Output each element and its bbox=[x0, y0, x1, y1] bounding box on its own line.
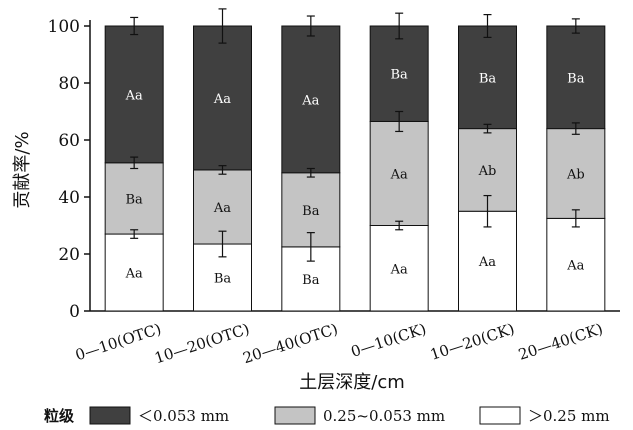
error-bar bbox=[395, 12, 404, 40]
bar-labels: Aa Ba Aa Ba Aa Aa Ba Ba Aa Aa Aa Ba Aa Ab Ba Aa Ab Ba bbox=[125, 68, 585, 288]
error-bars bbox=[130, 8, 580, 262]
x-tick-label: 20—40(CK) bbox=[516, 320, 605, 364]
bar-segment bbox=[458, 210, 517, 312]
legend-label: 0.25~0.053 mm bbox=[323, 407, 445, 425]
x-axis-title: 土层深度/cm bbox=[299, 372, 405, 393]
error-bar bbox=[483, 194, 492, 228]
bar-segment bbox=[546, 25, 606, 130]
legend-swatch bbox=[89, 406, 131, 425]
bar-significance-label: Ba bbox=[302, 204, 320, 219]
legend-swatch bbox=[479, 406, 521, 425]
error-bar bbox=[130, 16, 139, 36]
legend-item: ＞0.25 mm bbox=[479, 406, 610, 425]
bar-significance-label: Ba bbox=[126, 192, 144, 207]
legend-label: ＞0.25 mm bbox=[528, 407, 610, 425]
bar-significance-label: Aa bbox=[213, 92, 231, 107]
y-tick-label: 20 bbox=[58, 245, 80, 265]
error-bar bbox=[483, 123, 492, 134]
error-bar bbox=[306, 15, 315, 37]
error-bar bbox=[218, 230, 227, 258]
axes bbox=[84, 20, 620, 312]
error-bar bbox=[130, 156, 139, 170]
error-bar bbox=[395, 220, 404, 231]
x-tick-label: 0—10(OTC) bbox=[73, 320, 163, 365]
bar-significance-label: Aa bbox=[478, 255, 496, 270]
y-tick-label: 40 bbox=[58, 188, 80, 208]
error-bar bbox=[571, 18, 580, 34]
error-bar bbox=[306, 167, 315, 178]
legend-swatch bbox=[274, 406, 316, 425]
bar-significance-label: Ba bbox=[214, 272, 232, 287]
legend-item: 0.25~0.053 mm bbox=[274, 406, 445, 425]
bar-significance-label: Aa bbox=[390, 167, 408, 182]
legend-title: 粒级 bbox=[44, 407, 75, 425]
bar-significance-label: Aa bbox=[566, 259, 584, 274]
bar-segment bbox=[369, 120, 429, 226]
bar-significance-label: Ba bbox=[391, 68, 409, 83]
error-bar bbox=[571, 122, 580, 135]
x-tick-label: 10—20(OTC) bbox=[152, 320, 251, 368]
legend-item: ＜0.053 mm bbox=[89, 406, 229, 425]
x-tick-label: 10—20(CK) bbox=[428, 320, 517, 364]
bar-significance-label: Aa bbox=[125, 88, 143, 103]
y-axis-title: 贡献率/% bbox=[12, 131, 33, 208]
bar-segment bbox=[369, 225, 429, 312]
x-tick-label: 20—40(OTC) bbox=[241, 320, 340, 368]
bar-significance-label: Aa bbox=[390, 262, 408, 277]
legend-label: ＜0.053 mm bbox=[138, 407, 229, 425]
bar-segment bbox=[104, 162, 164, 235]
y-tick-label: 100 bbox=[48, 17, 80, 37]
bar-segment bbox=[104, 25, 164, 164]
x-tick-label: 0—10(CK) bbox=[349, 320, 429, 361]
error-bar bbox=[218, 165, 227, 175]
bar-segment bbox=[104, 233, 164, 312]
bar-significance-label: Ba bbox=[302, 273, 320, 288]
bar-significance-label: Aa bbox=[213, 201, 231, 216]
bar-significance-label: Ba bbox=[567, 71, 585, 86]
bar-segment bbox=[369, 25, 429, 122]
y-tick-label: 0 bbox=[69, 302, 80, 322]
error-bar bbox=[218, 8, 227, 44]
error-bar bbox=[306, 232, 315, 262]
bar-significance-label: Ba bbox=[479, 71, 497, 86]
error-bar bbox=[483, 13, 492, 39]
bar-significance-label: Aa bbox=[301, 93, 319, 108]
bar-segment bbox=[193, 243, 252, 312]
legend: 粒级 ＜0.053 mm 0.25~0.053 mm ＞0.25 mm bbox=[44, 406, 610, 425]
y-tick-label: 80 bbox=[58, 74, 80, 94]
bar-significance-label: Aa bbox=[125, 267, 143, 282]
y-tick-label: 60 bbox=[58, 131, 80, 151]
error-bar bbox=[130, 229, 139, 239]
bars bbox=[104, 25, 606, 312]
error-bar bbox=[395, 110, 404, 133]
bar-segment bbox=[546, 128, 606, 219]
error-bar bbox=[571, 209, 580, 228]
bar-significance-label: Ab bbox=[566, 167, 585, 182]
bar-significance-label: Ab bbox=[478, 164, 497, 179]
